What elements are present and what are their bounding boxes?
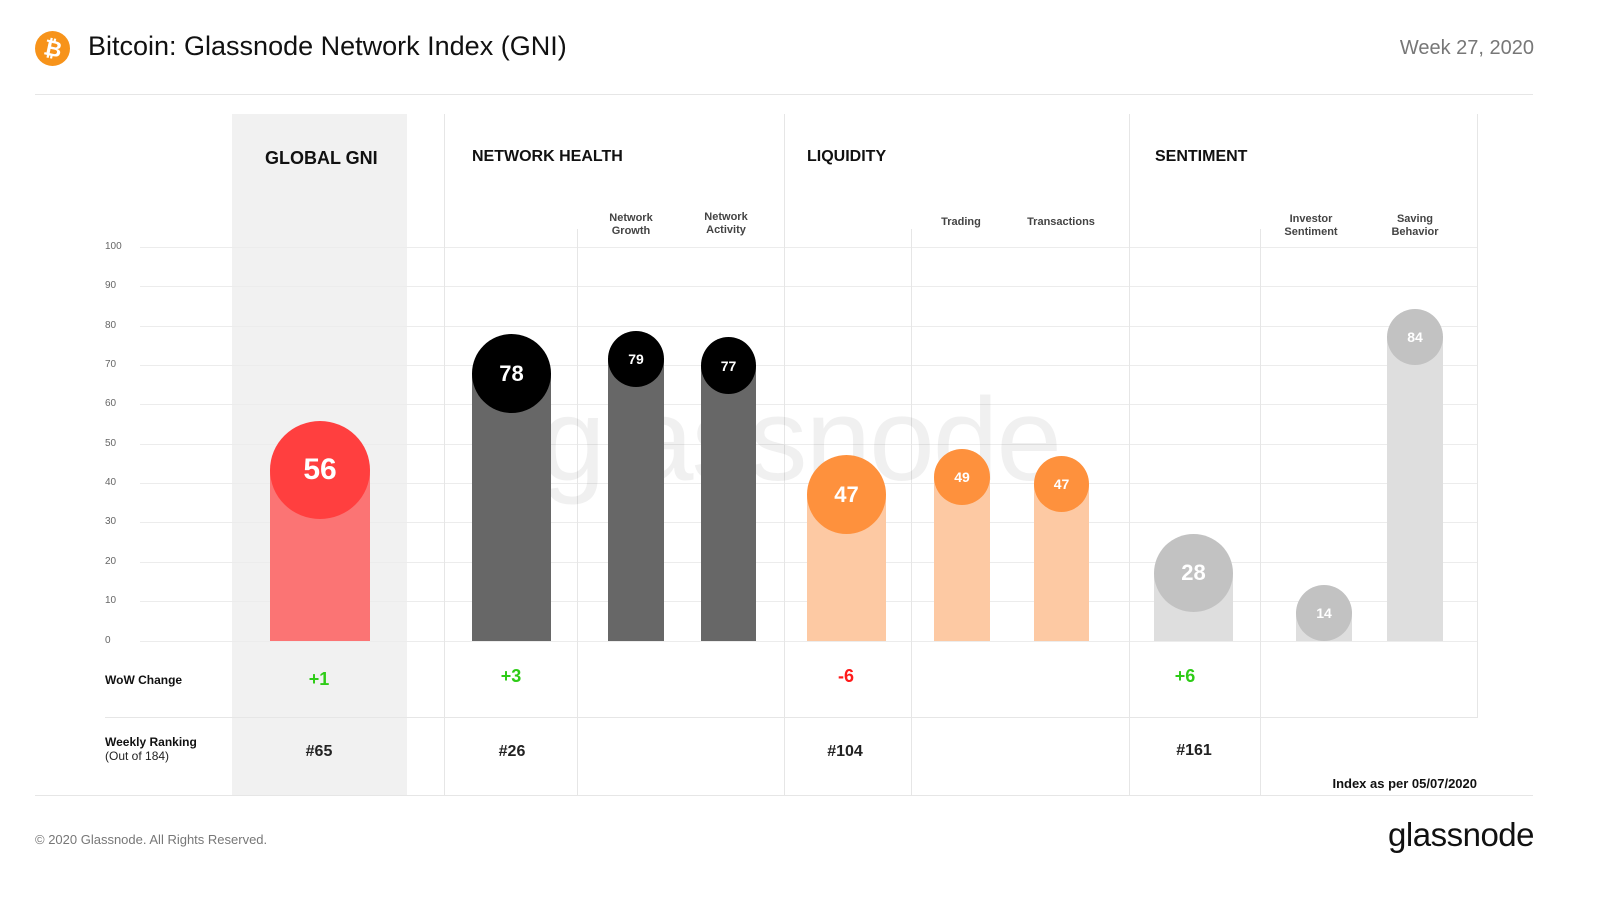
bubble-liquidity: 47 xyxy=(807,455,886,534)
index-date-note: Index as per 05/07/2020 xyxy=(1332,776,1477,791)
subcolumn-trading: Trading xyxy=(941,216,981,228)
column-divider xyxy=(577,229,578,795)
subcolumn-network-growth: Network Growth xyxy=(581,212,681,238)
y-tick: 50 xyxy=(105,438,117,449)
bubble-trading: 49 xyxy=(934,449,990,505)
gridline-70 xyxy=(140,365,1477,366)
bubble-sentiment: 28 xyxy=(1154,534,1233,612)
column-divider xyxy=(1477,114,1478,718)
wow-liquidity: -6 xyxy=(837,666,854,686)
subcolumn-label-line: Network xyxy=(609,212,653,224)
rank-network-health: #26 xyxy=(498,743,526,760)
gridline-0 xyxy=(140,641,1477,642)
subcolumn-transactions: Transactions xyxy=(1027,216,1095,228)
section-title-liquidity: LIQUIDITY xyxy=(807,148,887,165)
glassnode-brand-logo: glassnode xyxy=(1388,816,1534,853)
bar-network-activity xyxy=(701,365,756,641)
subcolumn-label-line: Saving xyxy=(1396,213,1434,225)
y-tick: 70 xyxy=(105,359,117,370)
bar-network-growth xyxy=(608,358,664,641)
wow-global: +1 xyxy=(308,669,330,689)
row-divider xyxy=(105,717,1477,718)
bubble-saving-behavior: 84 xyxy=(1387,309,1443,365)
weekly-ranking-label: Weekly Ranking (Out of 184) xyxy=(105,735,197,763)
section-title-network-health: NETWORK HEALTH xyxy=(472,148,623,165)
weekly-ranking-subtitle: (Out of 184) xyxy=(105,749,170,763)
column-divider xyxy=(911,229,912,795)
y-tick: 20 xyxy=(105,556,117,567)
y-tick: 10 xyxy=(105,595,117,606)
gridline-80 xyxy=(140,326,1477,327)
y-tick: 40 xyxy=(105,477,117,488)
column-divider xyxy=(1129,114,1130,795)
subcolumn-label-line: Growth xyxy=(611,225,651,237)
wow-sentiment: +6 xyxy=(1174,666,1196,686)
bubble-network-activity: 77 xyxy=(701,337,756,394)
column-divider xyxy=(444,114,445,795)
bitcoin-logo-icon: ₿ xyxy=(35,31,70,66)
gridline-50 xyxy=(140,444,1477,445)
header-divider xyxy=(35,94,1533,95)
subcolumn-investor-sentiment: Investor Sentiment xyxy=(1261,213,1361,239)
page-title: Bitcoin: Glassnode Network Index (GNI) xyxy=(88,31,567,61)
column-divider xyxy=(784,114,785,795)
y-tick: 60 xyxy=(105,398,117,409)
y-tick: 80 xyxy=(105,320,117,331)
bubble-investor-sentiment: 14 xyxy=(1296,585,1352,641)
bubble-network-health: 78 xyxy=(472,334,551,413)
bitcoin-glyph: ₿ xyxy=(41,34,64,63)
wow-network-health: +3 xyxy=(500,666,522,686)
subcolumn-label-line: Network xyxy=(704,211,748,223)
subcolumn-saving-behavior: Saving Behavior xyxy=(1365,213,1465,239)
y-tick: 100 xyxy=(105,241,122,252)
wow-change-label: WoW Change xyxy=(105,673,183,687)
rank-liquidity: #104 xyxy=(827,743,863,760)
bar-network-health xyxy=(472,373,551,641)
bar-saving-behavior xyxy=(1387,336,1443,641)
subcolumn-label-line: Investor xyxy=(1289,213,1333,225)
rank-global: #65 xyxy=(305,743,333,760)
gridline-90 xyxy=(140,286,1477,287)
bubble-transactions: 47 xyxy=(1034,456,1089,512)
gridline-60 xyxy=(140,404,1477,405)
y-tick: 0 xyxy=(105,635,111,646)
weekly-ranking-title: Weekly Ranking xyxy=(105,735,197,749)
subcolumn-network-activity: Network Activity xyxy=(676,211,776,237)
copyright-text: © 2020 Glassnode. All Rights Reserved. xyxy=(35,832,268,847)
subcolumn-label-line: Behavior xyxy=(1391,226,1439,238)
subcolumn-label-line: Activity xyxy=(706,224,746,236)
gridline-100 xyxy=(140,247,1477,248)
column-divider xyxy=(1260,229,1261,795)
bubble-global-gni: 56 xyxy=(270,421,370,519)
y-tick: 90 xyxy=(105,280,117,291)
week-label: Week 27, 2020 xyxy=(1399,37,1534,59)
subcolumn-label-line: Sentiment xyxy=(1284,226,1338,238)
footer-divider xyxy=(35,795,1533,796)
bubble-network-growth: 79 xyxy=(608,331,664,387)
rank-sentiment: #161 xyxy=(1176,742,1212,759)
y-tick: 30 xyxy=(105,516,117,527)
section-title-global-gni: GLOBAL GNI xyxy=(265,148,378,168)
section-title-sentiment: SENTIMENT xyxy=(1155,148,1248,165)
